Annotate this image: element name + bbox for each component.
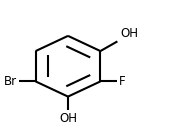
Text: F: F bbox=[119, 75, 126, 88]
Text: Br: Br bbox=[4, 75, 17, 88]
Text: OH: OH bbox=[121, 27, 139, 40]
Text: OH: OH bbox=[59, 112, 77, 125]
